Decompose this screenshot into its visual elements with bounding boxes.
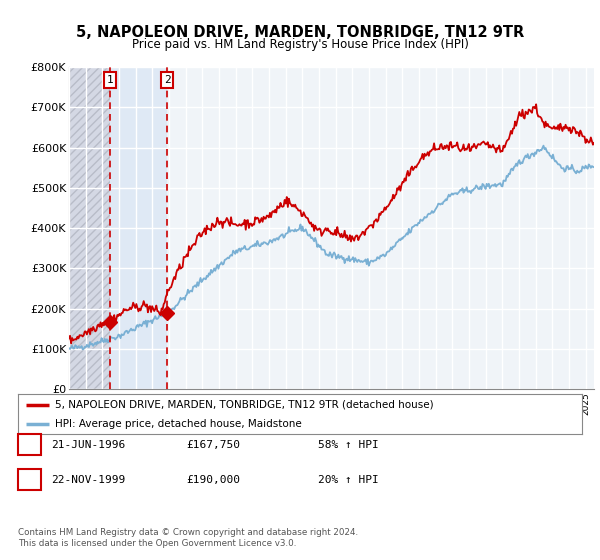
Bar [69,67,110,389]
Bar [69,67,110,389]
Text: 1: 1 [26,438,33,451]
Text: 21-JUN-1996: 21-JUN-1996 [51,440,125,450]
Text: 2: 2 [26,473,33,486]
Text: £167,750: £167,750 [186,440,240,450]
Bar [110,67,167,389]
Text: 2: 2 [164,75,170,85]
Text: £190,000: £190,000 [186,475,240,485]
Text: 1: 1 [107,75,113,85]
Text: 5, NAPOLEON DRIVE, MARDEN, TONBRIDGE, TN12 9TR (detached house): 5, NAPOLEON DRIVE, MARDEN, TONBRIDGE, TN… [55,400,433,409]
Text: 22-NOV-1999: 22-NOV-1999 [51,475,125,485]
Text: HPI: Average price, detached house, Maidstone: HPI: Average price, detached house, Maid… [55,419,301,429]
Text: 20% ↑ HPI: 20% ↑ HPI [318,475,379,485]
Text: 5, NAPOLEON DRIVE, MARDEN, TONBRIDGE, TN12 9TR: 5, NAPOLEON DRIVE, MARDEN, TONBRIDGE, TN… [76,25,524,40]
Text: Contains HM Land Registry data © Crown copyright and database right 2024.
This d: Contains HM Land Registry data © Crown c… [18,528,358,548]
Text: 58% ↑ HPI: 58% ↑ HPI [318,440,379,450]
Text: Price paid vs. HM Land Registry's House Price Index (HPI): Price paid vs. HM Land Registry's House … [131,38,469,51]
